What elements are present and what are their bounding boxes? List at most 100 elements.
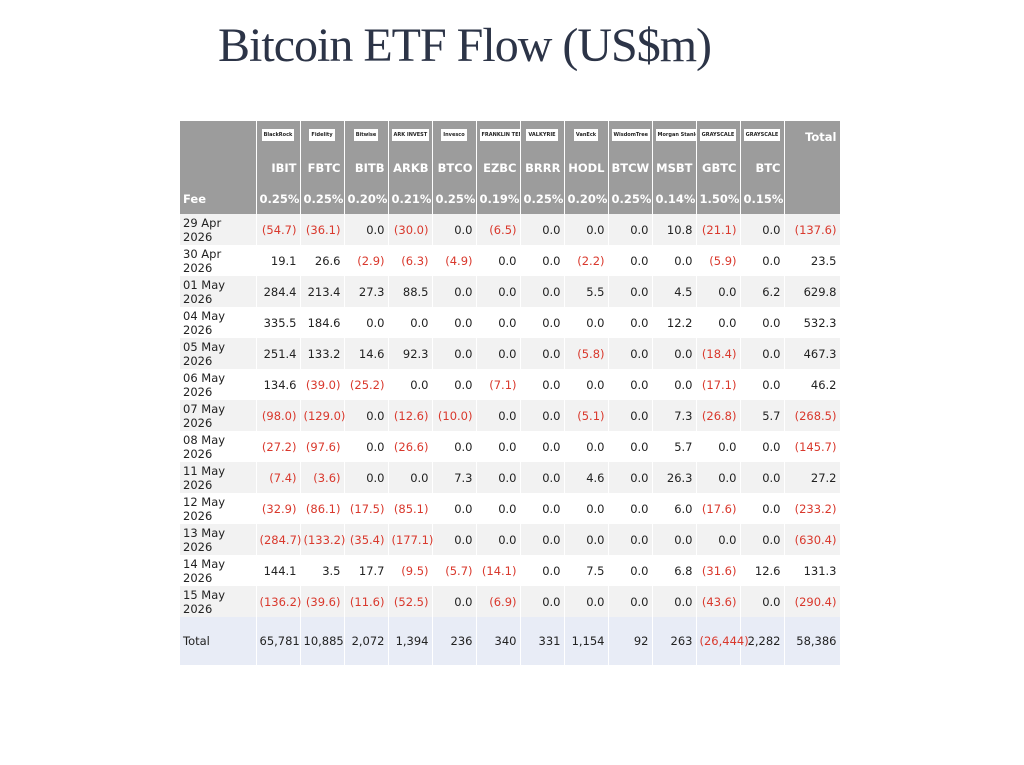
flow-value: 0.0 [608,276,653,307]
flow-value: (85.1) [388,493,433,524]
logo-cell: GRAYSCALE [740,121,785,152]
flow-value: 0.0 [696,276,741,307]
flow-value: 0.0 [432,431,477,462]
flow-value: (137.6) [784,214,841,245]
flow-value: (98.0) [256,400,301,431]
flow-value: 19.1 [256,245,301,276]
flow-value: (43.6) [696,586,741,617]
flow-value: 0.0 [608,555,653,586]
flow-value: 284.4 [256,276,301,307]
flow-value: 0.0 [608,524,653,555]
ticker: GBTC [696,152,741,183]
flow-value: (30.0) [388,214,433,245]
flow-value: 0.0 [432,214,477,245]
ticker-row: IBIT FBTC BITB ARKB BTCO EZBC BRRR HODL BTCW MSBT… [180,152,841,183]
flow-value: (177.1) [388,524,433,555]
flow-value: (26.8) [696,400,741,431]
total-row: Total 65,781 10,885 2,072 1,394 236 340 331 1,15… [180,617,841,665]
fee: 0.19% [476,183,521,214]
logo-cell: Morgan Stanley [652,121,697,152]
flow-value: 0.0 [520,369,565,400]
flow-value: 0.0 [740,493,785,524]
issuer-logo: Morgan Stanley [655,129,696,141]
issuer-logo: VALKYRIE [526,129,558,141]
total-value: 1,394 [388,617,433,665]
date: 15 May 2026 [180,586,257,617]
flow-value: (54.7) [256,214,301,245]
flow-value: (4.9) [432,245,477,276]
flow-value: 0.0 [476,462,521,493]
flow-value: 0.0 [608,245,653,276]
logo-row: BlackRock Fidelity Bitwise ARK INVEST Invesc… [180,121,841,152]
flow-value: 0.0 [520,338,565,369]
flow-value: (145.7) [784,431,841,462]
total-value: 2,072 [344,617,389,665]
total-value: 340 [476,617,521,665]
flow-value: (290.4) [784,586,841,617]
flow-value: (7.1) [476,369,521,400]
flow-value: 0.0 [652,338,697,369]
empty-cell [784,152,841,183]
flow-value: 12.2 [652,307,697,338]
flow-value: 7.3 [432,462,477,493]
flow-value: 213.4 [300,276,345,307]
flow-value: 26.6 [300,245,345,276]
flow-value: 6.2 [740,276,785,307]
flow-value: 0.0 [652,524,697,555]
flow-value: 0.0 [432,307,477,338]
flow-value: (9.5) [388,555,433,586]
flow-value: (630.4) [784,524,841,555]
flow-value: 27.3 [344,276,389,307]
ticker: IBIT [256,152,301,183]
flow-value: 532.3 [784,307,841,338]
ticker: BTCO [432,152,477,183]
flow-value: 0.0 [520,524,565,555]
flow-value: (7.4) [256,462,301,493]
issuer-logo: BlackRock [261,129,295,141]
date: 05 May 2026 [180,338,257,369]
flow-value: 0.0 [476,431,521,462]
ticker: BTCW [608,152,653,183]
flow-value: 131.3 [784,555,841,586]
flow-value: 4.6 [564,462,609,493]
flow-value: (5.8) [564,338,609,369]
flow-value: 0.0 [432,493,477,524]
flow-value: 0.0 [740,214,785,245]
flow-value: 0.0 [520,431,565,462]
flow-value: 3.5 [300,555,345,586]
flow-value: 0.0 [388,462,433,493]
flow-value: 0.0 [740,369,785,400]
date: 07 May 2026 [180,400,257,431]
total-value: 1,154 [564,617,609,665]
flow-value: (129.0) [300,400,345,431]
flow-value: 467.3 [784,338,841,369]
flow-value: (233.2) [784,493,841,524]
flow-value: 26.3 [652,462,697,493]
issuer-logo: GRAYSCALE [699,129,737,141]
issuer-logo: Bitwise [353,129,379,141]
flow-value: 0.0 [608,462,653,493]
flow-value: 10.8 [652,214,697,245]
flow-value: 0.0 [520,245,565,276]
flow-value: (3.6) [300,462,345,493]
flow-value: 335.5 [256,307,301,338]
flow-value: 6.8 [652,555,697,586]
flow-value: 0.0 [740,462,785,493]
logo-cell: WisdomTree [608,121,653,152]
fee-label: Fee [180,183,257,214]
fee: 0.25% [432,183,477,214]
date: 08 May 2026 [180,431,257,462]
page-title: Bitcoin ETF Flow (US$m) [218,19,712,72]
flow-value: (27.2) [256,431,301,462]
flow-value: 14.6 [344,338,389,369]
total-value: 92 [608,617,653,665]
flow-value: 251.4 [256,338,301,369]
flow-value: (268.5) [784,400,841,431]
flow-row: 11 May 2026 (7.4) (3.6) 0.0 0.0 7.3 0.0 0.0 4.6 0… [180,462,841,493]
flow-value: (133.2) [300,524,345,555]
flow-value: 0.0 [432,369,477,400]
flow-value: (31.6) [696,555,741,586]
flow-value: (26.6) [388,431,433,462]
date: 12 May 2026 [180,493,257,524]
flow-value: (5.7) [432,555,477,586]
